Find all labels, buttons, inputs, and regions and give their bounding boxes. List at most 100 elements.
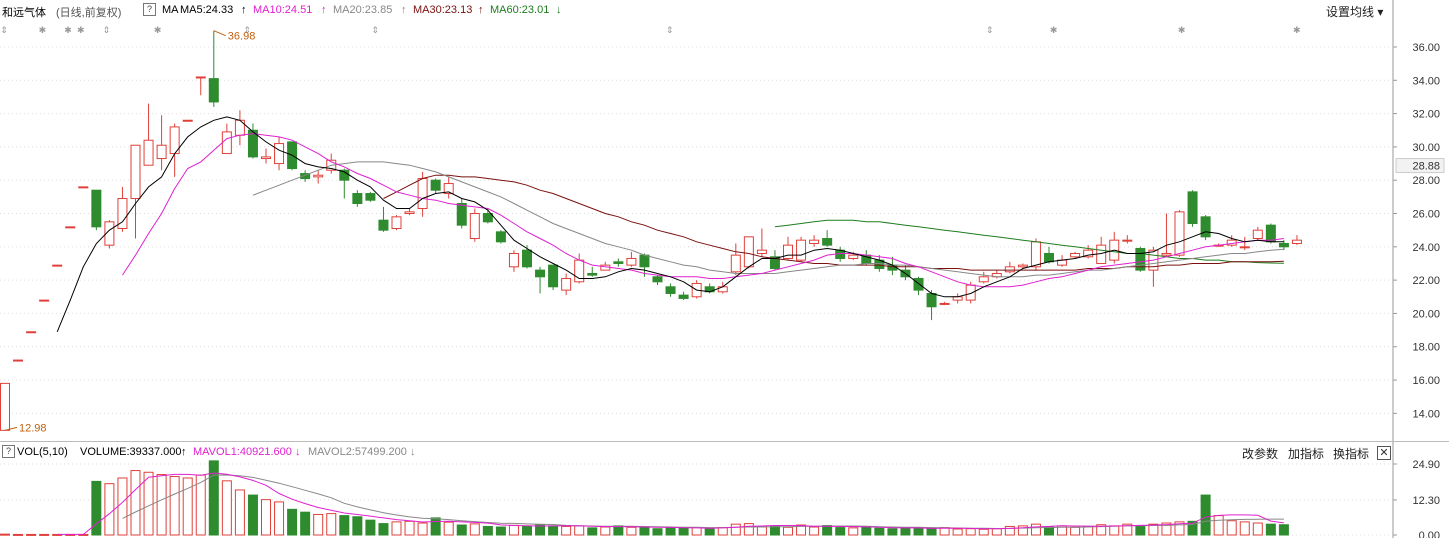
volume-bar: [1030, 523, 1041, 536]
candle-body: [1174, 211, 1185, 256]
change-params-button[interactable]: 改参数: [1242, 447, 1279, 461]
candle-body: [1187, 191, 1198, 225]
candle: [508, 250, 519, 272]
candle-body: [300, 173, 311, 180]
candle: [1291, 235, 1302, 246]
event-marker-icon: ✱: [1050, 25, 1058, 35]
price-tick-label: 22.00: [1412, 275, 1440, 287]
volume-bar: [809, 526, 820, 536]
candle-body: [652, 276, 663, 283]
candle-body: [548, 264, 559, 288]
switch-indicator-button[interactable]: 换指标: [1333, 447, 1370, 461]
volume-bar: [1187, 520, 1198, 536]
ma30-line: [383, 174, 1284, 271]
volume-bar: [613, 525, 624, 536]
price-tick-label: 24.00: [1412, 242, 1440, 254]
volume-help-icon[interactable]: ?: [2, 445, 15, 458]
price-tick-label: 28.00: [1412, 175, 1440, 187]
candle-body: [613, 261, 624, 264]
ma-label: MA: [162, 4, 179, 16]
volume-bar: [926, 528, 937, 536]
candle: [900, 265, 911, 281]
candle: [117, 186, 128, 232]
candle: [691, 280, 702, 299]
candle-body: [1017, 264, 1028, 268]
price-tick-label: 30.00: [1412, 142, 1440, 154]
ma5-value: MA5:24.33: [180, 4, 234, 16]
price-tick-label: 34.00: [1412, 75, 1440, 87]
top-marks: ⇕ ✱ ✱ ✱ ⇕ ✱ ⇕ ⇕ ⇕ ⇕ ✱ ✱ ✱: [0, 25, 1300, 35]
candle: [1239, 236, 1250, 251]
help-icon[interactable]: ?: [143, 3, 156, 16]
volume-bar: [1122, 523, 1133, 536]
chart-header: 和远气体 (日线,前复权) ? MA MA5:24.33 ↑ MA10:24.5…: [0, 0, 1449, 22]
candle: [822, 230, 833, 247]
volume-bar: [495, 526, 506, 536]
volume-bar: [1174, 521, 1185, 536]
volume-tick-label: 0.00: [1419, 530, 1440, 538]
candle-body: [13, 359, 24, 362]
candle: [1187, 190, 1198, 227]
candle: [1122, 235, 1133, 244]
event-marker-icon: ⇕: [243, 25, 251, 35]
candle: [587, 266, 598, 277]
candle: [495, 230, 506, 244]
ma30-arrow-up-icon: ↑: [478, 4, 484, 16]
candle-body: [26, 331, 37, 334]
candle-body: [456, 203, 467, 226]
volume-bar: [91, 480, 102, 536]
ma20-arrow-up-icon: ↑: [401, 4, 407, 16]
ma60-arrow-down-icon: ↓: [556, 4, 562, 16]
candle-body: [182, 119, 193, 122]
volume-bar: [952, 528, 963, 536]
candle: [652, 275, 663, 286]
volume-bar: [404, 520, 415, 536]
event-marker-icon: ⇕: [0, 25, 8, 35]
ma-settings-button[interactable]: 设置均线 ▾: [1326, 5, 1384, 19]
candle: [339, 168, 350, 199]
volume-bar: [234, 489, 245, 536]
volume-bar: [1083, 525, 1094, 536]
ma5-arrow-up-icon: ↑: [241, 4, 247, 16]
price-tick-label: 16.00: [1412, 375, 1440, 387]
volume-bar: [704, 527, 715, 536]
price-tick-label: 14.00: [1412, 408, 1440, 420]
ma10-arrow-up-icon: ↑: [321, 4, 327, 16]
candle: [287, 141, 298, 171]
event-marker-icon: ⇕: [371, 25, 379, 35]
candle: [1004, 261, 1015, 274]
volume-bar: [130, 470, 141, 536]
candle-body: [508, 252, 519, 268]
volume-bar: [352, 516, 363, 536]
volume-bar: [965, 528, 976, 536]
candle-body: [91, 189, 102, 228]
event-marker-icon: ✱: [39, 25, 47, 35]
candle: [182, 119, 193, 122]
volume-bar: [561, 525, 572, 536]
candle: [1161, 213, 1172, 257]
candle-body: [678, 294, 689, 299]
price-tick-label: 26.00: [1412, 209, 1440, 221]
candle-body: [65, 226, 76, 229]
volume-bar: [756, 525, 767, 536]
candle: [456, 198, 467, 229]
volume-bar: [783, 526, 793, 536]
ma20-value: MA20:23.85: [333, 4, 393, 16]
close-icon[interactable]: ✕: [1377, 446, 1391, 460]
candle-body: [208, 78, 219, 103]
add-indicator-button[interactable]: 加指标: [1288, 447, 1325, 461]
candle: [809, 235, 820, 247]
volume-label: VOL(5,10): [17, 446, 68, 458]
candle-body: [756, 249, 767, 254]
volume-bar: [548, 525, 559, 536]
candle-body: [1161, 252, 1172, 256]
candle-body: [913, 277, 924, 291]
ma30-value: MA30:23.13: [413, 4, 473, 16]
candle-body: [1252, 229, 1263, 239]
volume-bar: [247, 494, 258, 536]
volume-bar: [639, 526, 650, 536]
candle-body: [1239, 246, 1250, 249]
candle-body: [469, 213, 480, 239]
candle: [430, 178, 441, 194]
